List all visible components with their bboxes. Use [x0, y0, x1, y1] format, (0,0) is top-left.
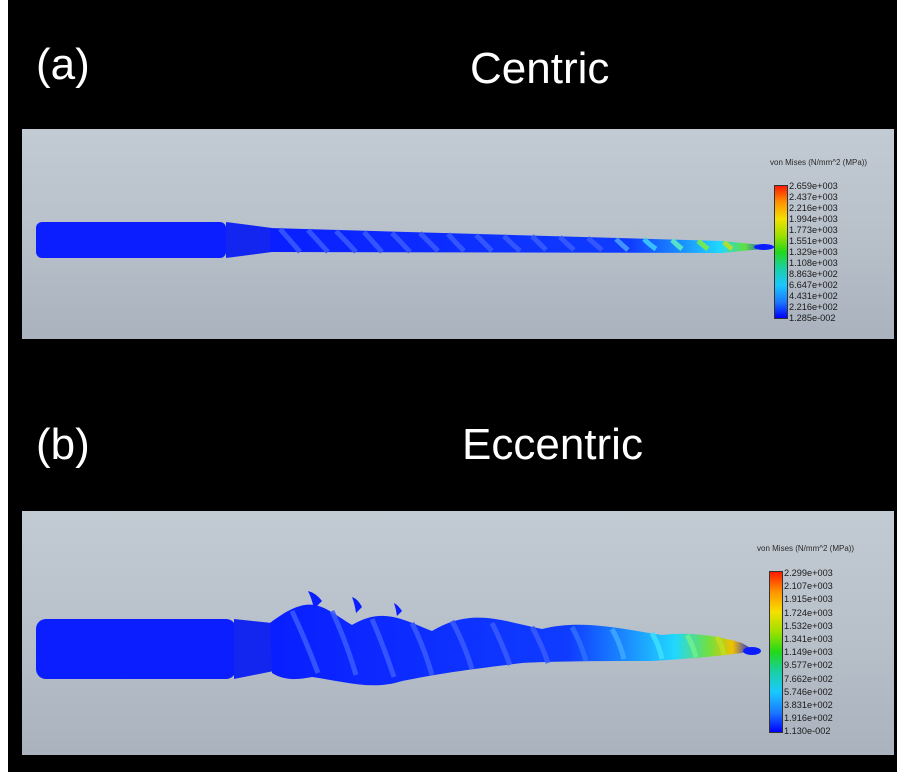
legend-value: 1.551e+003: [789, 236, 838, 246]
legend-value: 2.216e+003: [789, 203, 838, 213]
drill-taper: [226, 222, 272, 258]
drill-shank: [36, 619, 236, 679]
legend-value: 1.916e+002: [784, 713, 833, 724]
eccentric-legend-title: von Mises (N/mm^2 (MPa)): [757, 544, 855, 553]
legend-value: 1.994e+003: [789, 214, 838, 224]
panel-b-title: Eccentric: [462, 420, 643, 469]
drill-tip: [754, 244, 774, 250]
centric-legend-values: 2.659e+003 2.437e+003 2.216e+003 1.994e+003…: [789, 181, 838, 324]
legend-value: 1.341e+003: [784, 634, 833, 645]
legend-value: 1.773e+003: [789, 225, 838, 235]
legend-value: 8.863e+002: [789, 269, 838, 279]
legend-value: 1.915e+003: [784, 594, 833, 605]
centric-drill-model: [36, 222, 774, 258]
legend-value: 5.746e+002: [784, 686, 833, 697]
panel-b-label: (b): [36, 420, 90, 469]
eccentric-color-scale: [769, 571, 783, 733]
eccentric-legend-values: 2.299e+003 2.107e+003 1.915e+003 1.724e+003…: [784, 567, 833, 739]
drill-tip: [743, 647, 761, 655]
legend-value: 1.532e+003: [784, 620, 833, 631]
legend-value: 9.577e+002: [784, 660, 833, 671]
panel-a-label: (a): [36, 40, 90, 89]
legend-value: 1.285e-002: [789, 313, 836, 323]
legend-value: 7.662e+002: [784, 673, 833, 684]
panel-a-title: Centric: [470, 44, 610, 93]
legend-value: 1.130e-002: [784, 726, 831, 737]
legend-value: 1.329e+003: [789, 247, 838, 257]
legend-value: 2.107e+003: [784, 581, 833, 592]
drill-flutes: [270, 604, 752, 686]
centric-color-scale: [774, 185, 788, 319]
legend-value: 2.659e+003: [789, 181, 838, 191]
legend-value: 4.431e+002: [789, 291, 838, 301]
legend-value: 1.724e+003: [784, 607, 833, 618]
figure-frame: (a) Centric: [8, 0, 897, 772]
drill-shank: [36, 222, 226, 258]
centric-legend-title: von Mises (N/mm^2 (MPa)): [770, 158, 868, 167]
legend-value: 2.437e+003: [789, 192, 838, 202]
legend-value: 1.108e+003: [789, 258, 838, 268]
legend-value: 2.216e+002: [789, 302, 838, 312]
centric-viewport: von Mises (N/mm^2 (MPa)) 2.659e+003 2.437…: [22, 129, 894, 339]
legend-value: 2.299e+003: [784, 568, 833, 578]
eccentric-viewport: von Mises (N/mm^2 (MPa)) 2.299e+003 2.107…: [22, 511, 894, 755]
legend-value: 6.647e+002: [789, 280, 838, 290]
drill-taper: [234, 619, 274, 679]
legend-value: 1.149e+003: [784, 647, 833, 658]
legend-value: 3.831e+002: [784, 700, 833, 711]
eccentric-drill-model: [36, 591, 761, 686]
